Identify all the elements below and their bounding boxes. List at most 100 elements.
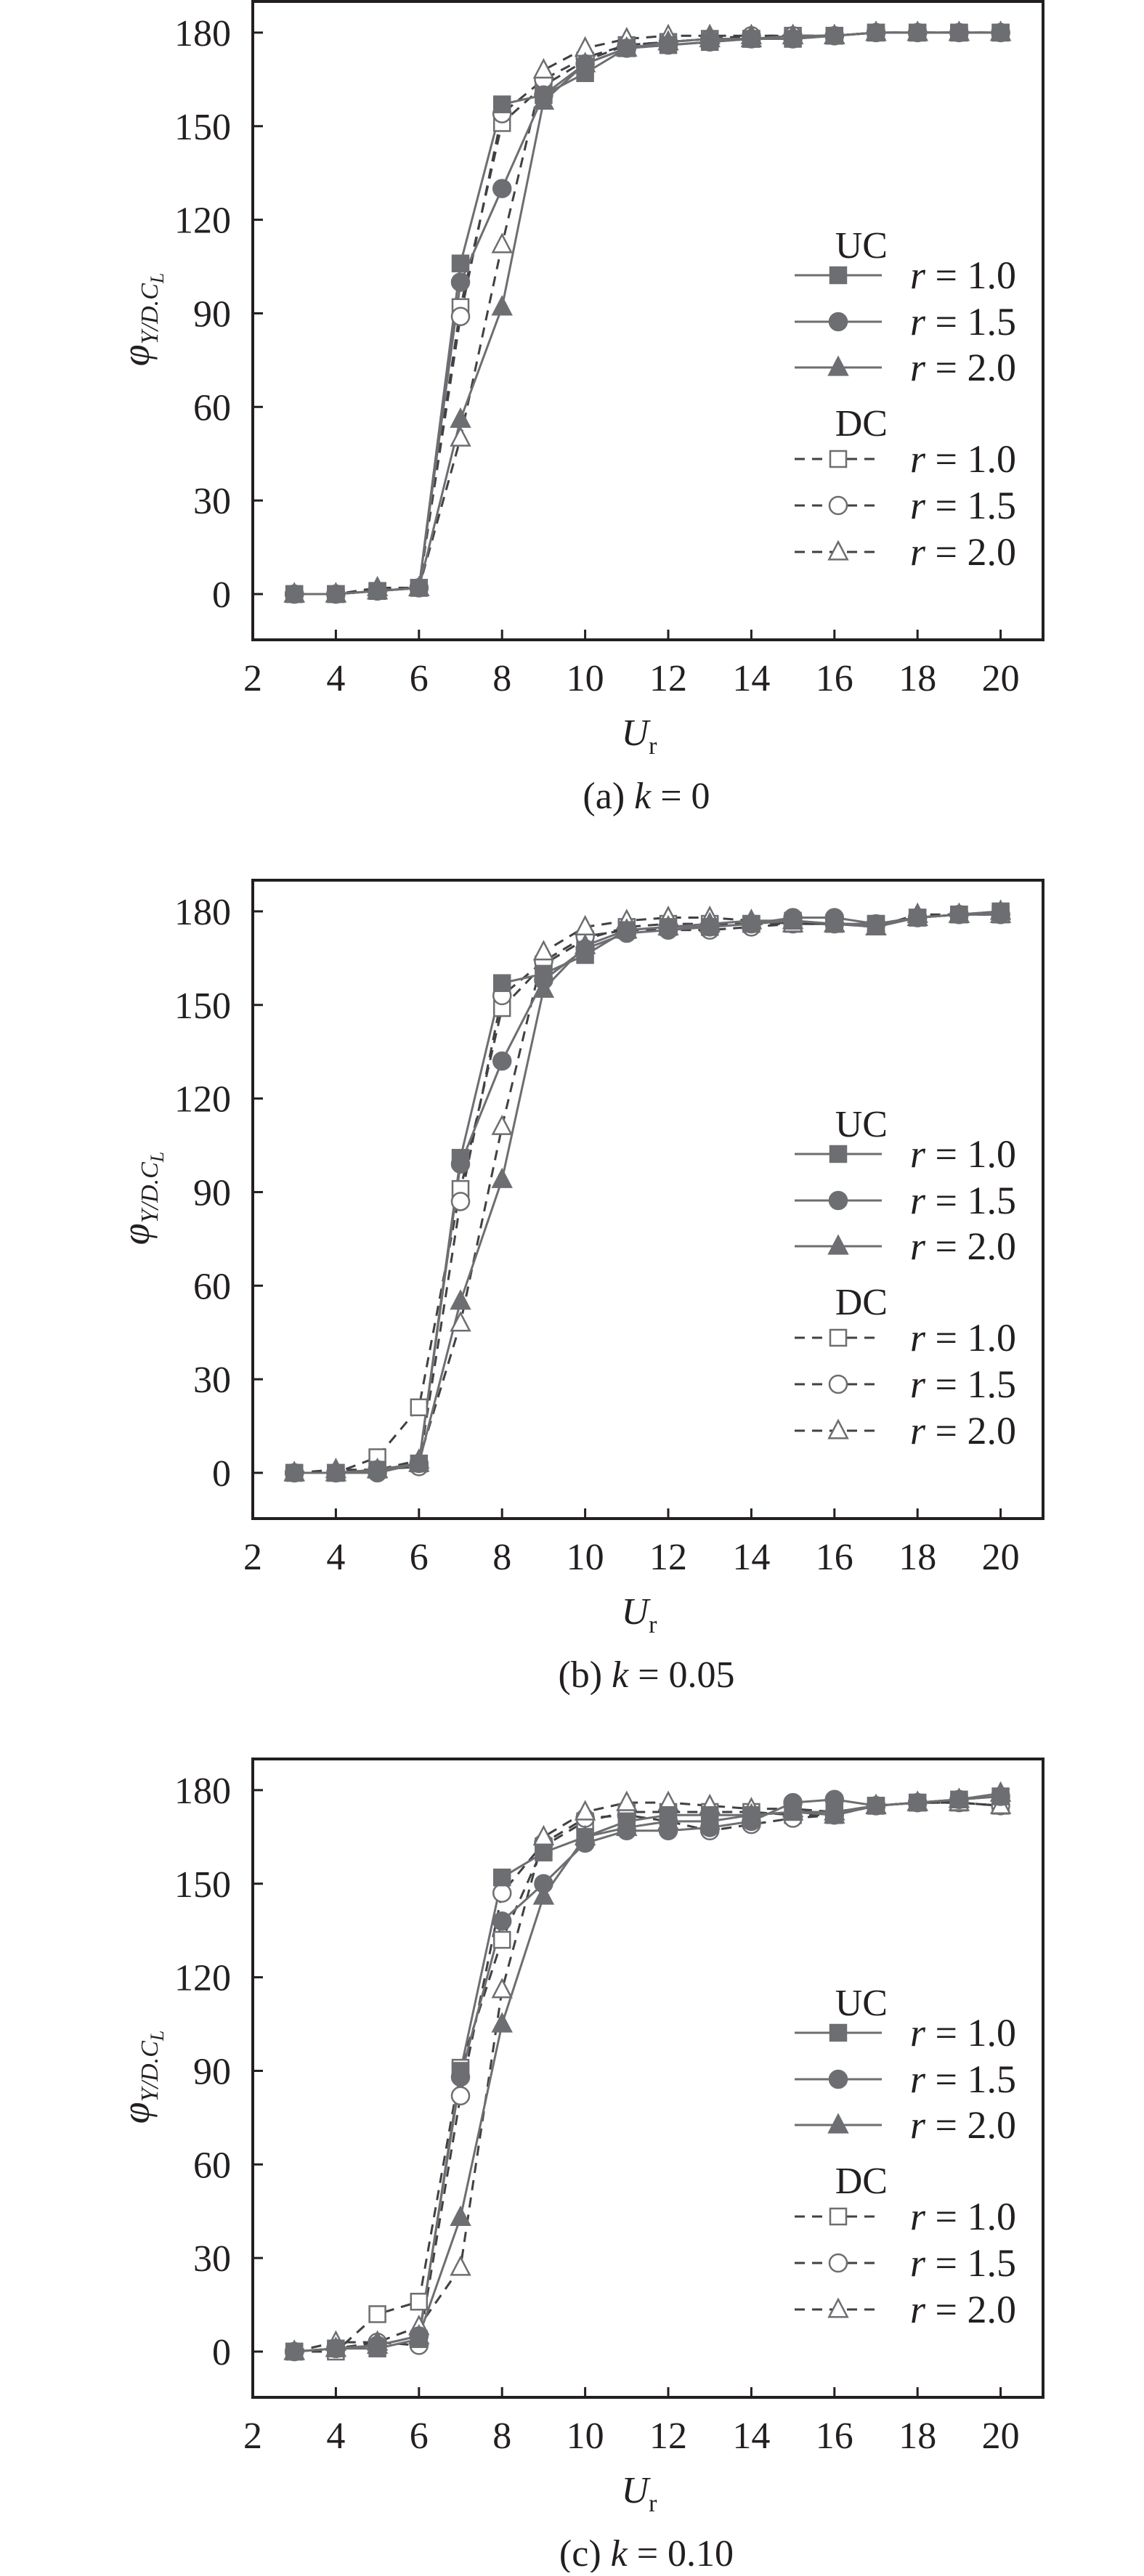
open-triangle-marker-icon (450, 1311, 471, 1332)
filled-triangle-marker-icon (325, 1460, 347, 1482)
y-tick-label: 150 (174, 107, 231, 148)
legend-item: r = 1.0 (795, 2011, 1016, 2055)
filled-triangle-marker-icon (616, 1815, 638, 1837)
filled-triangle-marker-icon (325, 2336, 347, 2357)
chart-panel-b: 0 30 60 90 120 150 180 2 4 6 8 10 12 14 16 18 20 φY/D.CL U… (0, 879, 1144, 1725)
filled-triangle-marker-icon (865, 1793, 887, 1815)
x-axis-label: Ur (622, 712, 658, 760)
legend-label: r = 2.0 (910, 530, 1016, 574)
legend-filled-circle-icon (828, 312, 848, 332)
x-tick-label: 18 (898, 2415, 936, 2457)
legend-open-square-icon (829, 450, 848, 468)
filled-triangle-marker-icon (948, 1787, 970, 1808)
x-tick-label: 2 (243, 1537, 262, 1578)
filled-square-marker-icon (451, 254, 470, 272)
series-line-uc-r-1-5 (294, 1795, 1001, 2353)
filled-triangle-marker-icon (408, 1451, 430, 1472)
panel-caption: (c) k = 0.10 (559, 2533, 734, 2572)
filled-triangle-marker-icon (740, 26, 763, 48)
filled-triangle-marker-icon (491, 2012, 513, 2033)
y-tick-label: 30 (193, 1360, 231, 1401)
filled-circle-marker-icon (492, 1911, 512, 1931)
y-tick-label: 90 (193, 2051, 231, 2092)
open-square-marker-icon (410, 1398, 429, 1417)
series-line-uc-r-2-0 (294, 910, 1001, 1474)
filled-triangle-marker-icon (491, 1167, 513, 1188)
filled-triangle-marker-icon (782, 1800, 804, 1821)
legend-open-circle-icon (828, 1374, 848, 1394)
x-tick-label: 16 (816, 2415, 853, 2457)
series-markers (284, 23, 1010, 604)
filled-triangle-marker-icon (948, 20, 970, 41)
series-group (283, 1781, 1012, 2362)
filled-square-marker-icon (535, 1843, 553, 1862)
legend-label: r = 1.5 (910, 300, 1016, 344)
legend-uc-title: UC (835, 1104, 888, 1145)
series-markers (283, 902, 1012, 1482)
x-tick-label: 16 (816, 658, 853, 699)
series-markers (285, 1793, 1010, 2361)
x-tick-label: 14 (732, 2415, 770, 2457)
x-tick-label: 14 (732, 1537, 770, 1578)
y-tick-label: 30 (193, 2238, 231, 2280)
open-triangle-marker-icon (574, 1800, 596, 1821)
legend-label: r = 2.0 (910, 2103, 1016, 2147)
open-square-marker-icon (492, 1930, 511, 1949)
plot-c: 0 30 60 90 120 150 180 2 4 6 8 10 12 14 16 18 20 φY/D.CL U… (114, 1758, 1044, 2575)
open-square-marker-icon (410, 2293, 429, 2311)
series-markers (285, 905, 1010, 1482)
legend-open-triangle-icon (827, 2297, 849, 2318)
filled-triangle-marker-icon (283, 1460, 305, 1482)
y-tick-label: 180 (174, 13, 231, 54)
legend-item: r = 2.0 (795, 346, 1016, 389)
filled-circle-marker-icon (450, 2067, 471, 2087)
filled-triangle-marker-icon (366, 2333, 389, 2354)
x-tick-label: 16 (816, 1537, 853, 1578)
plot-frame (251, 0, 1044, 641)
series-markers (283, 899, 1012, 1482)
open-circle-marker-icon (492, 1883, 512, 1903)
series-line-dc-r-1-0 (294, 1801, 1001, 2353)
filled-triangle-marker-icon (782, 23, 804, 44)
legend-label: r = 2.0 (910, 346, 1016, 389)
filled-circle-marker-icon (450, 1154, 471, 1174)
x-tick-label: 12 (649, 658, 687, 699)
plot-frame (251, 1758, 1044, 2399)
legend-item: r = 2.0 (795, 530, 1016, 574)
series-markers (285, 23, 1010, 604)
filled-triangle-marker-icon (824, 911, 845, 933)
series-line-uc-r-1-5 (294, 31, 1001, 596)
x-tick-label: 10 (567, 1537, 604, 1578)
open-square-marker-icon (368, 2305, 386, 2323)
legend-item: r = 2.0 (795, 1224, 1016, 1268)
open-triangle-marker-icon (450, 426, 471, 447)
x-axis: 2 4 6 8 10 12 14 16 18 20 (243, 2387, 1020, 2457)
series-markers (285, 1787, 1010, 2361)
x-tick-label: 18 (898, 1537, 936, 1578)
y-tick-label: 120 (174, 1079, 231, 1121)
y-tick-label: 120 (174, 200, 231, 242)
series-markers (284, 1792, 1010, 2362)
series-line-dc-r-1-0 (294, 913, 1001, 1474)
x-tick-label: 10 (567, 2415, 604, 2457)
y-tick-label: 150 (174, 986, 231, 1027)
legend-item: r = 1.0 (795, 437, 1016, 481)
filled-triangle-marker-icon (740, 909, 763, 930)
series-line-uc-r-2-0 (294, 1792, 1001, 2353)
filled-triangle-marker-icon (450, 1289, 471, 1310)
filled-triangle-marker-icon (574, 1824, 596, 1845)
plot-a: 0 30 60 90 120 150 180 2 4 6 8 10 12 14 16 18 20 φY/D.CL U… (114, 0, 1044, 817)
plot-b: 0 30 60 90 120 150 180 2 4 6 8 10 12 14 16 18 20 φY/D.CL U… (114, 879, 1044, 1696)
filled-circle-marker-icon (492, 179, 512, 198)
chart-panel-c: 0 30 60 90 120 150 180 2 4 6 8 10 12 14 16 18 20 φY/D.CL U… (0, 1758, 1144, 2575)
series-group (283, 20, 1012, 604)
series-line-uc-r-1-0 (294, 910, 1001, 1474)
legend-uc-title: UC (835, 225, 888, 267)
x-tick-label: 2 (243, 658, 262, 699)
y-axis: 0 30 60 90 120 150 180 (174, 13, 263, 616)
legend-item: r = 2.0 (795, 2288, 1016, 2331)
legend-filled-square-icon (829, 2023, 848, 2042)
filled-triangle-marker-icon (366, 1458, 389, 1479)
filled-triangle-marker-icon (532, 89, 555, 110)
filled-triangle-marker-icon (906, 905, 928, 927)
